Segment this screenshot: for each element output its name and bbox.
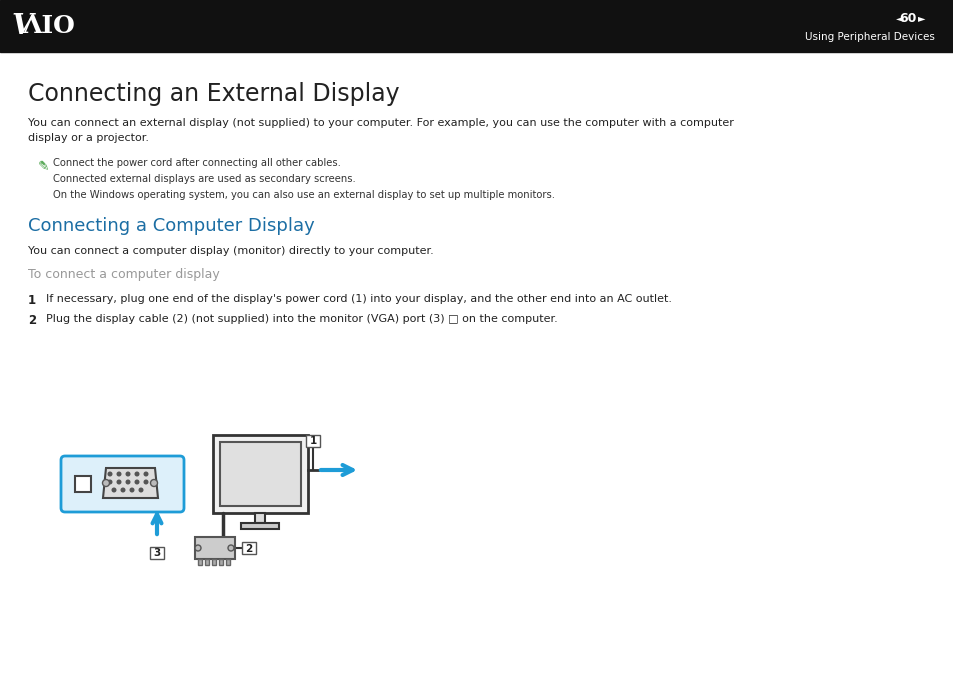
Circle shape	[102, 479, 110, 487]
Circle shape	[144, 480, 148, 484]
Bar	[212, 559, 215, 565]
Text: If necessary, plug one end of the display's power cord (1) into your display, an: If necessary, plug one end of the displa…	[46, 294, 671, 304]
Text: Plug the display cable (2) (not supplied) into the monitor (VGA) port (3) □ on t: Plug the display cable (2) (not supplied…	[46, 314, 558, 324]
Circle shape	[108, 472, 112, 476]
Bar	[198, 559, 202, 565]
Circle shape	[228, 545, 233, 551]
Text: ΛIO: ΛIO	[22, 14, 74, 38]
Text: Connecting an External Display: Connecting an External Display	[28, 82, 399, 106]
Text: ◄: ◄	[895, 13, 902, 23]
Bar	[255, 513, 265, 523]
Bar	[226, 559, 230, 565]
Text: 60: 60	[899, 11, 916, 25]
Bar	[242, 542, 255, 554]
Circle shape	[151, 479, 157, 487]
Bar	[219, 559, 223, 565]
Circle shape	[121, 488, 125, 492]
FancyArrowPatch shape	[320, 465, 353, 475]
FancyArrowPatch shape	[152, 514, 161, 534]
Polygon shape	[103, 468, 158, 498]
Circle shape	[144, 472, 148, 476]
Text: ►: ►	[917, 13, 924, 23]
Circle shape	[108, 480, 112, 484]
Text: ✎: ✎	[38, 160, 50, 174]
Bar	[194, 537, 234, 559]
Circle shape	[135, 480, 138, 484]
Circle shape	[126, 480, 130, 484]
Bar	[150, 547, 164, 559]
Text: Using Peripheral Devices: Using Peripheral Devices	[804, 32, 934, 42]
FancyBboxPatch shape	[61, 456, 184, 512]
Bar	[205, 559, 209, 565]
Text: 2: 2	[28, 314, 36, 327]
Text: You can connect a computer display (monitor) directly to your computer.: You can connect a computer display (moni…	[28, 246, 434, 256]
Text: 1: 1	[28, 294, 36, 307]
Text: display or a projector.: display or a projector.	[28, 133, 149, 143]
Text: To connect a computer display: To connect a computer display	[28, 268, 219, 281]
Bar	[75, 476, 91, 492]
Text: Connect the power cord after connecting all other cables.: Connect the power cord after connecting …	[53, 158, 340, 168]
Text: 3: 3	[153, 549, 160, 559]
Text: You can connect an external display (not supplied) to your computer. For example: You can connect an external display (not…	[28, 118, 733, 128]
Bar	[213, 435, 308, 513]
Bar	[241, 523, 279, 529]
Circle shape	[112, 488, 115, 492]
Bar	[220, 442, 301, 506]
Circle shape	[130, 488, 133, 492]
Bar	[306, 435, 319, 447]
Text: 1: 1	[309, 437, 316, 446]
Bar	[0, 0, 953, 52]
Circle shape	[117, 472, 121, 476]
Text: 2: 2	[245, 543, 253, 553]
Text: V: V	[12, 13, 33, 40]
Text: Connecting a Computer Display: Connecting a Computer Display	[28, 217, 314, 235]
Circle shape	[194, 545, 201, 551]
Text: Connected external displays are used as secondary screens.: Connected external displays are used as …	[53, 174, 355, 184]
Circle shape	[139, 488, 143, 492]
Circle shape	[135, 472, 138, 476]
Text: On the Windows operating system, you can also use an external display to set up : On the Windows operating system, you can…	[53, 190, 555, 200]
Circle shape	[126, 472, 130, 476]
Circle shape	[117, 480, 121, 484]
